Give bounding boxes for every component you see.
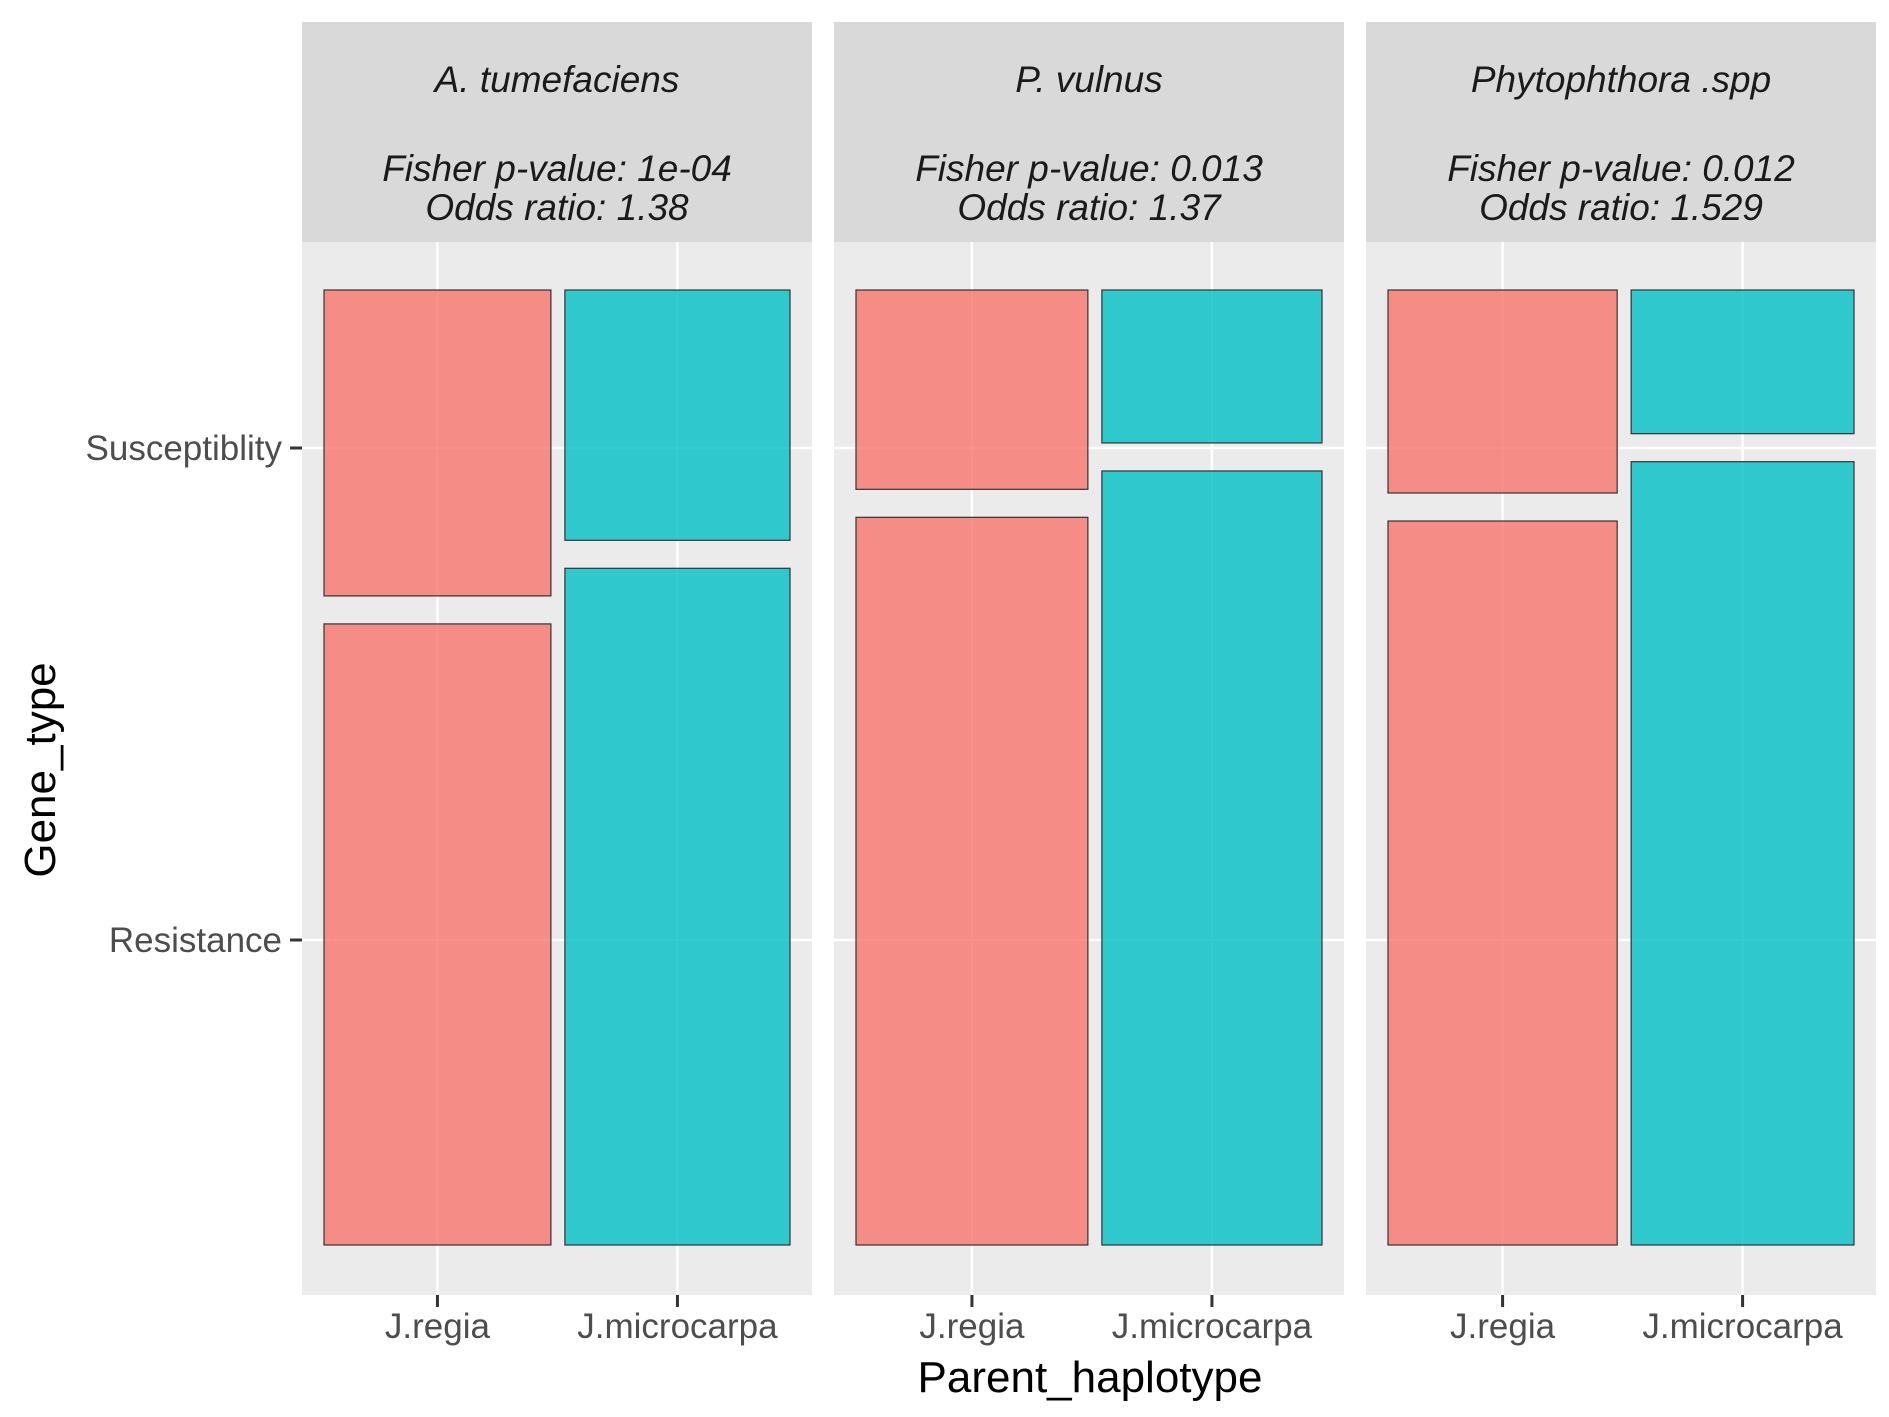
facet-stat-odds: Odds ratio: 1.37: [957, 187, 1222, 228]
y-tick-label: Susceptiblity: [86, 429, 283, 468]
facet-title: P. vulnus: [1015, 59, 1162, 100]
facet-stat-pvalue: Fisher p-value: 0.013: [915, 148, 1263, 189]
tile-j-microcarpa-susceptibility: [564, 289, 791, 541]
y-axis: Susceptiblity Resistance: [86, 429, 302, 960]
x-tick-label: J.microcarpa: [1112, 1307, 1313, 1346]
facet-title: A. tumefaciens: [433, 59, 680, 100]
facet-stat-pvalue: Fisher p-value: 0.012: [1447, 148, 1795, 189]
x-tick-label: J.regia: [385, 1307, 491, 1346]
tile-j-regia-resistance: [323, 623, 552, 1246]
tile-j-microcarpa-resistance: [1101, 470, 1323, 1246]
facet-stat-odds: Odds ratio: 1.529: [1479, 187, 1763, 228]
y-axis-title: Gene_type: [16, 662, 65, 877]
tile-j-regia-susceptibility: [1387, 289, 1618, 494]
facet-panel: Phytophthora .spp Fisher p-value: 0.012Od…: [1366, 22, 1876, 1346]
facet-strip: [302, 22, 812, 242]
tile-j-regia-susceptibility: [855, 289, 1089, 490]
tile-j-microcarpa-resistance: [1630, 461, 1855, 1246]
facet-title: Phytophthora .spp: [1471, 59, 1771, 100]
tile-j-regia-resistance: [855, 516, 1089, 1246]
facet-strip: [834, 22, 1344, 242]
y-tick-label: Resistance: [109, 921, 282, 960]
x-tick-label: J.microcarpa: [577, 1307, 778, 1346]
tile-j-regia-susceptibility: [323, 289, 552, 597]
facet-panel: A. tumefaciens Fisher p-value: 1e-04Odds …: [302, 22, 812, 1346]
x-tick-label: J.regia: [919, 1307, 1025, 1346]
tile-j-microcarpa-susceptibility: [1630, 289, 1855, 435]
tile-j-microcarpa-susceptibility: [1101, 289, 1323, 444]
facet-stat-odds: Odds ratio: 1.38: [425, 187, 689, 228]
x-tick-label: J.regia: [1450, 1307, 1556, 1346]
tile-j-regia-resistance: [1387, 520, 1618, 1246]
tile-j-microcarpa-resistance: [564, 567, 791, 1246]
facet-strip: [1366, 22, 1876, 242]
facet-stat-pvalue: Fisher p-value: 1e-04: [382, 148, 732, 189]
x-tick-label: J.microcarpa: [1642, 1307, 1843, 1346]
x-axis-title: Parent_haplotype: [918, 1353, 1263, 1402]
